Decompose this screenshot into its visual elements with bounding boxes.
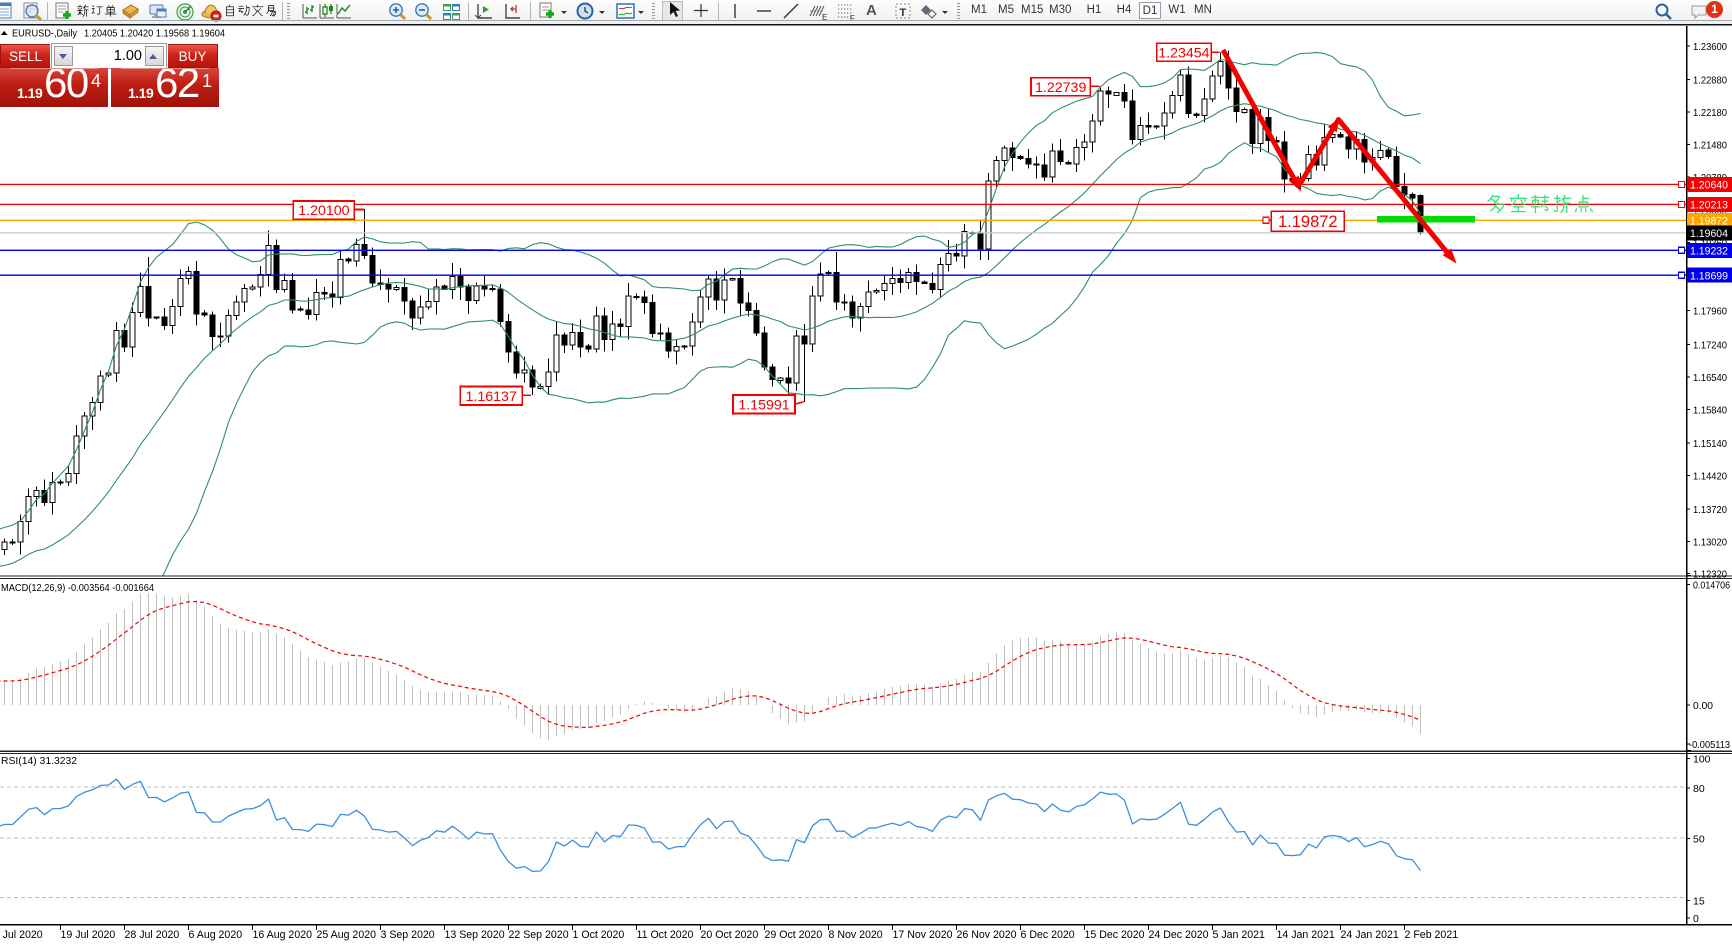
svg-text:1.19604: 1.19604: [1690, 228, 1728, 240]
svg-text:1.16540: 1.16540: [1693, 372, 1727, 384]
svg-text:16 Aug 2020: 16 Aug 2020: [253, 929, 313, 941]
svg-text:1.18699: 1.18699: [1690, 270, 1728, 282]
svg-text:1.12320: 1.12320: [1693, 569, 1727, 581]
svg-text:1.15840: 1.15840: [1693, 405, 1727, 417]
svg-text:1.22180: 1.22180: [1693, 107, 1727, 119]
svg-text:24 Dec 2020: 24 Dec 2020: [1149, 929, 1209, 941]
svg-text:1.17960: 1.17960: [1693, 306, 1727, 318]
svg-text:1.22739: 1.22739: [1035, 80, 1086, 96]
svg-text:0.00: 0.00: [1693, 700, 1713, 712]
svg-text:1.13020: 1.13020: [1693, 536, 1727, 548]
svg-text:F: F: [850, 14, 855, 22]
svg-text:1.20640: 1.20640: [1690, 180, 1728, 192]
svg-text:-0.005113: -0.005113: [1689, 739, 1730, 751]
svg-text:1.14420: 1.14420: [1693, 471, 1727, 483]
svg-text:1.19232: 1.19232: [1690, 246, 1728, 258]
svg-text:8 Nov 2020: 8 Nov 2020: [829, 929, 883, 941]
svg-text:17 Nov 2020: 17 Nov 2020: [893, 929, 953, 941]
svg-text:0: 0: [1693, 913, 1699, 925]
svg-text:29 Oct 2020: 29 Oct 2020: [765, 929, 823, 941]
svg-text:6 Aug 2020: 6 Aug 2020: [189, 929, 243, 941]
svg-text:50: 50: [1693, 833, 1705, 845]
svg-text:1.15991: 1.15991: [738, 397, 789, 413]
svg-text:1.21480: 1.21480: [1693, 139, 1727, 151]
svg-text:20 Oct 2020: 20 Oct 2020: [701, 929, 759, 941]
svg-text:1.15140: 1.15140: [1693, 438, 1727, 450]
svg-text:1.16137: 1.16137: [466, 389, 517, 405]
svg-text:1.22880: 1.22880: [1693, 74, 1727, 86]
svg-text:100: 100: [1693, 754, 1711, 766]
svg-text:1.20405 1.20420 1.19568 1.1960: 1.20405 1.20420 1.19568 1.19604: [84, 28, 225, 40]
svg-text:1.23600: 1.23600: [1693, 41, 1727, 53]
svg-text:15 Dec 2020: 15 Dec 2020: [1085, 929, 1145, 941]
svg-text:1.19872: 1.19872: [1278, 213, 1338, 231]
svg-text:24 Jan 2021: 24 Jan 2021: [1341, 929, 1399, 941]
svg-text:1.20213: 1.20213: [1690, 200, 1728, 212]
svg-text:3 Sep 2020: 3 Sep 2020: [381, 929, 435, 941]
svg-text:1.19872: 1.19872: [1690, 216, 1728, 228]
svg-text:28 Jul 2020: 28 Jul 2020: [125, 929, 180, 941]
svg-text:22 Sep 2020: 22 Sep 2020: [509, 929, 569, 941]
svg-text:5 Jan 2021: 5 Jan 2021: [1213, 929, 1266, 941]
svg-text:EURUSD-,Daily: EURUSD-,Daily: [12, 28, 78, 40]
svg-text:RSI(14) 31.3232: RSI(14) 31.3232: [1, 755, 77, 767]
svg-text:14 Jan 2021: 14 Jan 2021: [1277, 929, 1335, 941]
svg-text:2 Feb 2021: 2 Feb 2021: [1405, 929, 1459, 941]
svg-text:26 Nov 2020: 26 Nov 2020: [957, 929, 1017, 941]
svg-text:E: E: [822, 13, 827, 22]
svg-text:25 Aug 2020: 25 Aug 2020: [317, 929, 377, 941]
svg-text:19 Jul 2020: 19 Jul 2020: [61, 929, 116, 941]
svg-text:15: 15: [1693, 896, 1705, 908]
svg-text:1.20100: 1.20100: [298, 203, 349, 219]
svg-text:MACD(12,26,9) -0.003564 -0.001: MACD(12,26,9) -0.003564 -0.001664: [1, 582, 154, 594]
svg-text:6 Dec 2020: 6 Dec 2020: [1021, 929, 1075, 941]
svg-text:1.17240: 1.17240: [1693, 339, 1727, 351]
svg-text:11 Oct 2020: 11 Oct 2020: [637, 929, 694, 941]
svg-text:Jul 2020: Jul 2020: [3, 929, 43, 941]
svg-text:1.23454: 1.23454: [1158, 46, 1209, 62]
svg-text:1 Oct 2020: 1 Oct 2020: [573, 929, 625, 941]
svg-text:13 Sep 2020: 13 Sep 2020: [445, 929, 505, 941]
svg-text:0.014706: 0.014706: [1693, 579, 1730, 591]
svg-text:T: T: [900, 7, 907, 19]
svg-text:80: 80: [1693, 783, 1705, 795]
svg-text:1.13720: 1.13720: [1693, 504, 1727, 516]
